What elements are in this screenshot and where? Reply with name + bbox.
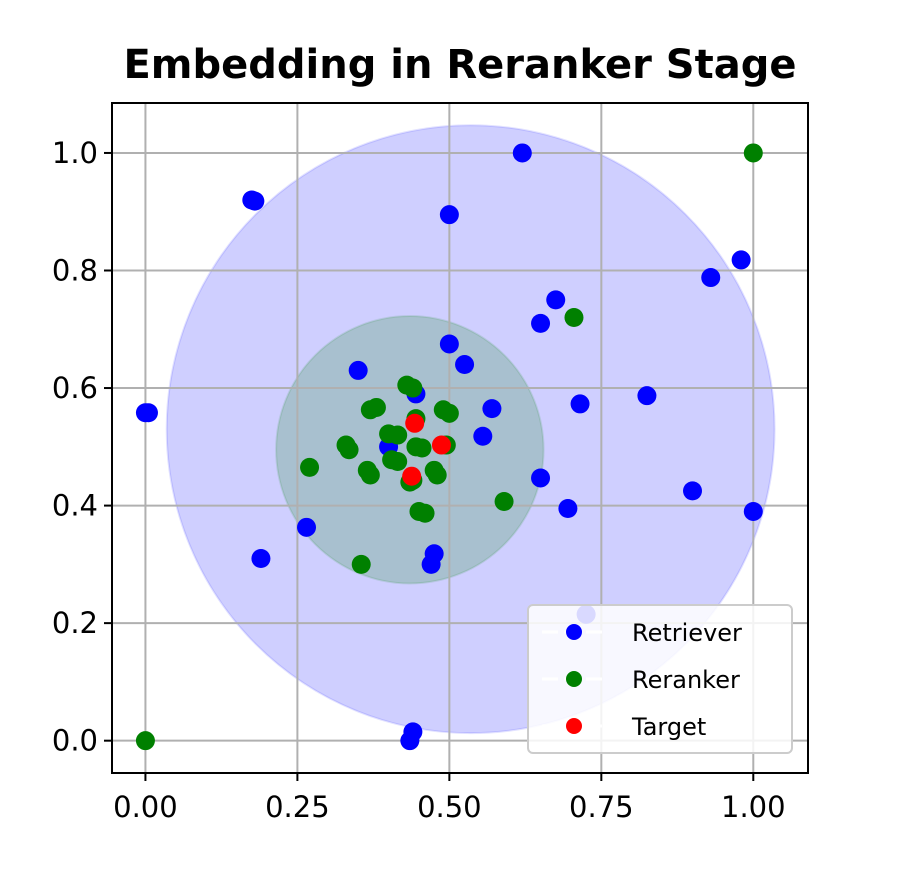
y-tick-label: 0.4 xyxy=(52,489,98,523)
legend-marker-target xyxy=(566,718,582,734)
y-tick-label: 0.6 xyxy=(52,371,98,405)
retriever-point xyxy=(683,481,703,501)
legend-marker-reranker xyxy=(566,671,582,687)
reranker-point xyxy=(135,731,155,751)
target-point xyxy=(431,435,451,455)
retriever-point xyxy=(473,426,493,446)
legend-label-retriever: Retriever xyxy=(632,619,742,647)
plot-frame xyxy=(111,102,809,774)
legend-label-reranker: Reranker xyxy=(632,666,740,694)
retriever-point xyxy=(558,499,578,519)
retriever-point xyxy=(297,517,317,537)
retriever-point xyxy=(531,468,551,488)
target-point xyxy=(405,413,425,433)
x-tick-label: 1.00 xyxy=(721,790,786,824)
x-tick-label: 0.25 xyxy=(265,790,330,824)
points-layer xyxy=(135,143,763,751)
reranker-point xyxy=(743,143,763,163)
retriever-point xyxy=(546,290,566,310)
reranker-point xyxy=(427,465,447,485)
retriever-point xyxy=(512,143,532,163)
x-tick-label: 0.75 xyxy=(569,790,634,824)
retriever-point xyxy=(138,403,158,423)
retriever-point xyxy=(531,313,551,333)
retriever-point xyxy=(701,268,721,288)
retriever-point xyxy=(455,355,475,375)
retriever-point xyxy=(439,205,459,225)
y-tick-label: 0.0 xyxy=(52,724,98,758)
chart-title: Embedding in Reranker Stage xyxy=(123,42,796,88)
x-tick-label: 0.50 xyxy=(417,790,482,824)
target-point xyxy=(402,466,422,486)
reranker-point xyxy=(415,503,435,523)
reranker-point xyxy=(412,438,432,458)
retriever-region xyxy=(165,124,776,735)
reranker-point xyxy=(351,554,371,574)
retriever-point xyxy=(400,731,420,751)
retriever-point xyxy=(348,360,368,380)
reranker-point xyxy=(366,397,386,417)
reranker-point xyxy=(494,491,514,511)
retriever-point xyxy=(439,334,459,354)
y-tick-label: 0.2 xyxy=(52,606,98,640)
retriever-point xyxy=(421,554,441,574)
legend: Retriever Reranker Target xyxy=(527,604,793,754)
reranker-point xyxy=(388,452,408,472)
legend-label-target: Target xyxy=(631,713,706,741)
reranker-point xyxy=(300,457,320,477)
retriever-point xyxy=(245,191,265,211)
y-tick-label: 0.8 xyxy=(52,254,98,288)
reranker-point xyxy=(360,465,380,485)
retriever-point xyxy=(731,250,751,270)
retriever-point xyxy=(570,394,590,414)
retriever-point xyxy=(637,386,657,406)
reranker-point xyxy=(403,378,423,398)
reranker-point xyxy=(564,308,584,328)
reranker-point xyxy=(439,403,459,423)
retriever-point xyxy=(251,548,271,568)
x-tick-label: 0.00 xyxy=(113,790,178,824)
axis-ticks: 0.00 0.25 0.50 0.75 1.00 0.0 0.2 0.4 0.6 0.8 1.0 xyxy=(52,136,786,824)
reranker-point xyxy=(339,440,359,460)
retriever-point xyxy=(743,501,763,521)
y-tick-label: 1.0 xyxy=(52,136,98,170)
reranker-point xyxy=(388,425,408,445)
legend-box xyxy=(527,604,793,754)
legend-marker-retriever xyxy=(566,624,582,640)
retriever-point xyxy=(482,399,502,419)
